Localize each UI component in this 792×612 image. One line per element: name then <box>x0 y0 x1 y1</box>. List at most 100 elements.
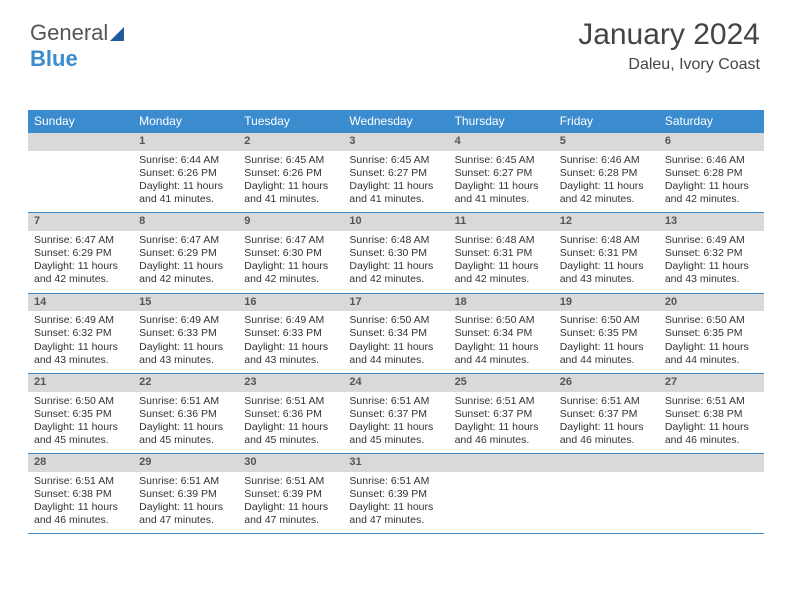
day-ss: Sunset: 6:34 PM <box>455 327 548 340</box>
day-cell: Sunrise: 6:51 AMSunset: 6:37 PMDaylight:… <box>554 392 659 454</box>
calendar: SundayMondayTuesdayWednesdayThursdayFrid… <box>28 110 764 534</box>
day-d1: Daylight: 11 hours <box>139 180 232 193</box>
day-d1: Daylight: 11 hours <box>34 421 127 434</box>
weekday-tuesday: Tuesday <box>238 110 343 133</box>
day-number: 5 <box>554 133 659 151</box>
day-ss: Sunset: 6:38 PM <box>665 408 758 421</box>
weekday-friday: Friday <box>554 110 659 133</box>
day-number <box>659 454 764 472</box>
day-cell: Sunrise: 6:46 AMSunset: 6:28 PMDaylight:… <box>554 151 659 213</box>
day-number: 24 <box>343 374 448 392</box>
title-month: January 2024 <box>578 18 760 52</box>
weekday-thursday: Thursday <box>449 110 554 133</box>
day-d2: and 43 minutes. <box>139 354 232 367</box>
day-cell: Sunrise: 6:51 AMSunset: 6:37 PMDaylight:… <box>449 392 554 454</box>
day-d2: and 46 minutes. <box>34 514 127 527</box>
weekday-wednesday: Wednesday <box>343 110 448 133</box>
data-row: Sunrise: 6:49 AMSunset: 6:32 PMDaylight:… <box>28 311 764 373</box>
day-ss: Sunset: 6:31 PM <box>455 247 548 260</box>
day-sr: Sunrise: 6:50 AM <box>349 314 442 327</box>
day-sr: Sunrise: 6:48 AM <box>349 234 442 247</box>
daynum-row: 14151617181920 <box>28 294 764 312</box>
day-sr: Sunrise: 6:49 AM <box>34 314 127 327</box>
day-d1: Daylight: 11 hours <box>244 341 337 354</box>
day-d1: Daylight: 11 hours <box>455 180 548 193</box>
day-d1: Daylight: 11 hours <box>34 341 127 354</box>
day-cell: Sunrise: 6:50 AMSunset: 6:35 PMDaylight:… <box>659 311 764 373</box>
day-sr: Sunrise: 6:50 AM <box>560 314 653 327</box>
day-d1: Daylight: 11 hours <box>244 421 337 434</box>
logo-triangle-icon <box>110 27 124 41</box>
day-cell <box>554 472 659 534</box>
day-number: 4 <box>449 133 554 151</box>
day-ss: Sunset: 6:36 PM <box>139 408 232 421</box>
day-sr: Sunrise: 6:51 AM <box>244 395 337 408</box>
daynum-row: 28293031 <box>28 454 764 472</box>
day-sr: Sunrise: 6:51 AM <box>34 475 127 488</box>
logo: General Blue <box>30 20 124 72</box>
day-d2: and 42 minutes. <box>139 273 232 286</box>
day-sr: Sunrise: 6:51 AM <box>665 395 758 408</box>
weekday-saturday: Saturday <box>659 110 764 133</box>
day-sr: Sunrise: 6:51 AM <box>244 475 337 488</box>
day-d1: Daylight: 11 hours <box>244 260 337 273</box>
day-ss: Sunset: 6:39 PM <box>139 488 232 501</box>
day-number: 25 <box>449 374 554 392</box>
day-sr: Sunrise: 6:47 AM <box>244 234 337 247</box>
day-number: 22 <box>133 374 238 392</box>
day-d1: Daylight: 11 hours <box>455 421 548 434</box>
day-cell: Sunrise: 6:50 AMSunset: 6:34 PMDaylight:… <box>449 311 554 373</box>
day-cell: Sunrise: 6:50 AMSunset: 6:35 PMDaylight:… <box>28 392 133 454</box>
day-number: 3 <box>343 133 448 151</box>
day-cell: Sunrise: 6:45 AMSunset: 6:27 PMDaylight:… <box>343 151 448 213</box>
day-d2: and 47 minutes. <box>244 514 337 527</box>
day-d2: and 43 minutes. <box>665 273 758 286</box>
day-number: 2 <box>238 133 343 151</box>
day-cell: Sunrise: 6:47 AMSunset: 6:30 PMDaylight:… <box>238 231 343 293</box>
day-d2: and 44 minutes. <box>455 354 548 367</box>
day-number: 11 <box>449 213 554 231</box>
data-row: Sunrise: 6:44 AMSunset: 6:26 PMDaylight:… <box>28 151 764 213</box>
day-d1: Daylight: 11 hours <box>455 341 548 354</box>
day-number <box>554 454 659 472</box>
day-number: 28 <box>28 454 133 472</box>
day-number: 12 <box>554 213 659 231</box>
day-sr: Sunrise: 6:47 AM <box>139 234 232 247</box>
day-d1: Daylight: 11 hours <box>560 260 653 273</box>
day-d1: Daylight: 11 hours <box>665 341 758 354</box>
weekday-sunday: Sunday <box>28 110 133 133</box>
day-d1: Daylight: 11 hours <box>349 421 442 434</box>
week-separator <box>28 533 764 534</box>
day-sr: Sunrise: 6:46 AM <box>560 154 653 167</box>
day-cell: Sunrise: 6:51 AMSunset: 6:36 PMDaylight:… <box>238 392 343 454</box>
day-number: 16 <box>238 294 343 312</box>
day-ss: Sunset: 6:39 PM <box>244 488 337 501</box>
day-cell: Sunrise: 6:48 AMSunset: 6:30 PMDaylight:… <box>343 231 448 293</box>
day-d2: and 43 minutes. <box>560 273 653 286</box>
day-d1: Daylight: 11 hours <box>349 260 442 273</box>
day-number: 7 <box>28 213 133 231</box>
day-d1: Daylight: 11 hours <box>34 260 127 273</box>
day-d2: and 41 minutes. <box>244 193 337 206</box>
day-ss: Sunset: 6:38 PM <box>34 488 127 501</box>
day-cell: Sunrise: 6:49 AMSunset: 6:33 PMDaylight:… <box>238 311 343 373</box>
day-ss: Sunset: 6:28 PM <box>560 167 653 180</box>
day-sr: Sunrise: 6:46 AM <box>665 154 758 167</box>
daynum-row: 21222324252627 <box>28 374 764 392</box>
day-number: 15 <box>133 294 238 312</box>
day-d1: Daylight: 11 hours <box>349 180 442 193</box>
day-number: 18 <box>449 294 554 312</box>
day-d1: Daylight: 11 hours <box>560 180 653 193</box>
day-ss: Sunset: 6:32 PM <box>34 327 127 340</box>
day-number <box>449 454 554 472</box>
day-number: 31 <box>343 454 448 472</box>
day-cell: Sunrise: 6:45 AMSunset: 6:27 PMDaylight:… <box>449 151 554 213</box>
day-ss: Sunset: 6:31 PM <box>560 247 653 260</box>
day-d2: and 45 minutes. <box>139 434 232 447</box>
day-ss: Sunset: 6:33 PM <box>244 327 337 340</box>
day-number: 1 <box>133 133 238 151</box>
day-ss: Sunset: 6:35 PM <box>560 327 653 340</box>
day-cell: Sunrise: 6:49 AMSunset: 6:32 PMDaylight:… <box>28 311 133 373</box>
day-sr: Sunrise: 6:48 AM <box>560 234 653 247</box>
day-sr: Sunrise: 6:45 AM <box>349 154 442 167</box>
